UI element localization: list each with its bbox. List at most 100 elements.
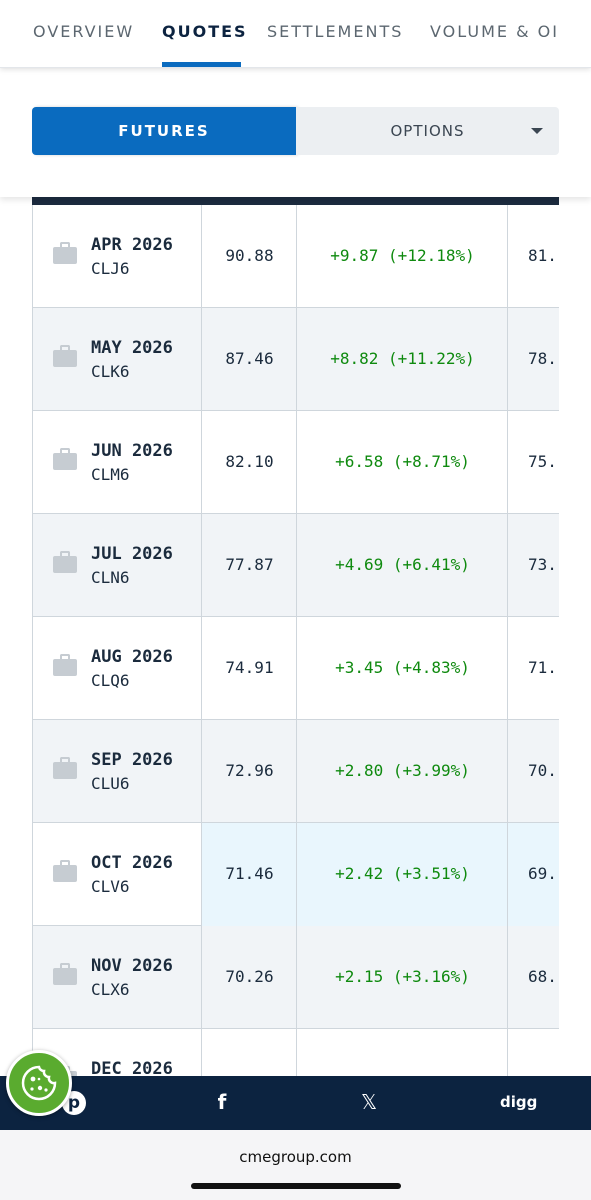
prior-settle-cell: 68. [508, 926, 559, 1029]
contract-month: JUL 2026 [91, 544, 173, 564]
change-cell: +4.69 (+6.41%) [297, 514, 508, 617]
prior-settle-cell: 73. [508, 514, 559, 617]
contract-month: MAY 2026 [91, 338, 173, 358]
change-cell [297, 1029, 508, 1077]
prior-settle: 70. [528, 761, 557, 780]
home-indicator[interactable] [191, 1183, 401, 1189]
table-row[interactable]: OCT 2026 CLV6 71.46 +2.42 (+3.51%) 69. [32, 823, 559, 926]
prior-settle-cell: 69. [508, 823, 559, 926]
contract-cell[interactable]: MAY 2026 CLK6 [32, 308, 202, 411]
briefcase-icon[interactable] [53, 551, 77, 573]
change-cell: +3.45 (+4.83%) [297, 617, 508, 720]
change-cell: +2.15 (+3.16%) [297, 926, 508, 1029]
last-cell: 77.87 [202, 514, 297, 617]
price-change: +4.69 (+6.41%) [335, 555, 470, 574]
tab-quotes[interactable]: QUOTES [162, 22, 248, 41]
last-cell: 72.96 [202, 720, 297, 823]
caret-down-icon [531, 128, 543, 134]
contract-month: SEP 2026 [91, 750, 173, 770]
price-change: +6.58 (+8.71%) [335, 452, 470, 471]
table-row[interactable]: DEC 2026 [32, 1029, 559, 1077]
contract-month: JUN 2026 [91, 441, 173, 461]
contract-cell[interactable]: JUL 2026 CLN6 [32, 514, 202, 617]
contract-cell[interactable]: APR 2026 CLJ6 [32, 205, 202, 308]
contract-code: CLQ6 [91, 671, 130, 690]
table-row[interactable]: SEP 2026 CLU6 72.96 +2.80 (+3.99%) 70. [32, 720, 559, 823]
contract-code: CLX6 [91, 980, 130, 999]
price-change: +2.80 (+3.99%) [335, 761, 470, 780]
price-change: +2.15 (+3.16%) [335, 967, 470, 986]
contract-month: APR 2026 [91, 235, 173, 255]
last-cell: 74.91 [202, 617, 297, 720]
table-row[interactable]: APR 2026 CLJ6 90.88 +9.87 (+12.18%) 81. [32, 205, 559, 308]
last-price: 90.88 [225, 246, 274, 265]
futures-button[interactable]: FUTURES [32, 107, 296, 155]
table-row[interactable]: MAY 2026 CLK6 87.46 +8.82 (+11.22%) 78. [32, 308, 559, 411]
table-row[interactable]: JUN 2026 CLM6 82.10 +6.58 (+8.71%) 75. [32, 411, 559, 514]
tab-overview[interactable]: OVERVIEW [33, 22, 135, 41]
table-row[interactable]: NOV 2026 CLX6 70.26 +2.15 (+3.16%) 68. [32, 926, 559, 1029]
last-price: 87.46 [225, 349, 274, 368]
last-price: 72.96 [225, 761, 274, 780]
digg-icon[interactable]: digg [500, 1093, 538, 1111]
contract-cell[interactable]: AUG 2026 CLQ6 [32, 617, 202, 720]
price-change: +8.82 (+11.22%) [330, 349, 475, 368]
table-row[interactable]: AUG 2026 CLQ6 74.91 +3.45 (+4.83%) 71. [32, 617, 559, 720]
prior-settle: 69. [528, 864, 557, 883]
cookie-icon [21, 1065, 57, 1101]
prior-settle-cell: 78. [508, 308, 559, 411]
briefcase-icon[interactable] [53, 963, 77, 985]
contract-month: DEC 2026 [91, 1059, 173, 1077]
table-row[interactable]: JUL 2026 CLN6 77.87 +4.69 (+6.41%) 73. [32, 514, 559, 617]
contract-cell[interactable]: SEP 2026 CLU6 [32, 720, 202, 823]
cookie-settings-button[interactable] [6, 1050, 72, 1116]
contract-cell[interactable]: NOV 2026 CLX6 [32, 926, 202, 1029]
quotes-table[interactable]: APR 2026 CLJ6 90.88 +9.87 (+12.18%) 81. MAY 2… [32, 197, 559, 1077]
prior-settle: 71. [528, 658, 557, 677]
last-price: 71.46 [225, 864, 274, 883]
last-price: 82.10 [225, 452, 274, 471]
briefcase-icon[interactable] [53, 757, 77, 779]
tab-bar: OVERVIEW QUOTES SETTLEMENTS VOLUME & OI [0, 0, 591, 68]
contract-code: CLJ6 [91, 259, 130, 278]
prior-settle: 68. [528, 967, 557, 986]
last-cell: 90.88 [202, 205, 297, 308]
change-cell: +8.82 (+11.22%) [297, 308, 508, 411]
prior-settle-cell: 75. [508, 411, 559, 514]
price-change: +3.45 (+4.83%) [335, 658, 470, 677]
contract-cell[interactable]: OCT 2026 CLV6 [32, 823, 202, 926]
tab-volume-oi[interactable]: VOLUME & OI [430, 22, 559, 41]
briefcase-icon[interactable] [53, 242, 77, 264]
active-tab-indicator [162, 62, 241, 67]
price-change: +9.87 (+12.18%) [330, 246, 475, 265]
contract-month: OCT 2026 [91, 853, 173, 873]
prior-settle: 78. [528, 349, 557, 368]
prior-settle: 75. [528, 452, 557, 471]
contract-code: CLN6 [91, 568, 130, 587]
briefcase-icon[interactable] [53, 448, 77, 470]
price-change: +2.42 (+3.51%) [335, 864, 470, 883]
contract-code: CLU6 [91, 774, 130, 793]
x-icon[interactable]: 𝕏 [360, 1090, 378, 1114]
contract-cell[interactable]: JUN 2026 CLM6 [32, 411, 202, 514]
change-cell: +6.58 (+8.71%) [297, 411, 508, 514]
contract-code: CLM6 [91, 465, 130, 484]
briefcase-icon[interactable] [53, 345, 77, 367]
briefcase-icon[interactable] [53, 654, 77, 676]
facebook-icon[interactable]: f [217, 1090, 227, 1114]
last-cell: 87.46 [202, 308, 297, 411]
briefcase-icon[interactable] [53, 860, 77, 882]
prior-settle-cell: 81. [508, 205, 559, 308]
last-price: 74.91 [225, 658, 274, 677]
options-dropdown[interactable]: OPTIONS [296, 107, 559, 155]
browser-address-bar[interactable]: cmegroup.com [0, 1130, 591, 1200]
prior-settle-cell [508, 1029, 559, 1077]
last-price: 77.87 [225, 555, 274, 574]
tab-settlements[interactable]: SETTLEMENTS [267, 22, 404, 41]
change-cell: +2.80 (+3.99%) [297, 720, 508, 823]
contract-month: NOV 2026 [91, 956, 173, 976]
prior-settle-cell: 71. [508, 617, 559, 720]
domain-label: cmegroup.com [239, 1148, 352, 1166]
prior-settle: 73. [528, 555, 557, 574]
last-price: 70.26 [225, 967, 274, 986]
